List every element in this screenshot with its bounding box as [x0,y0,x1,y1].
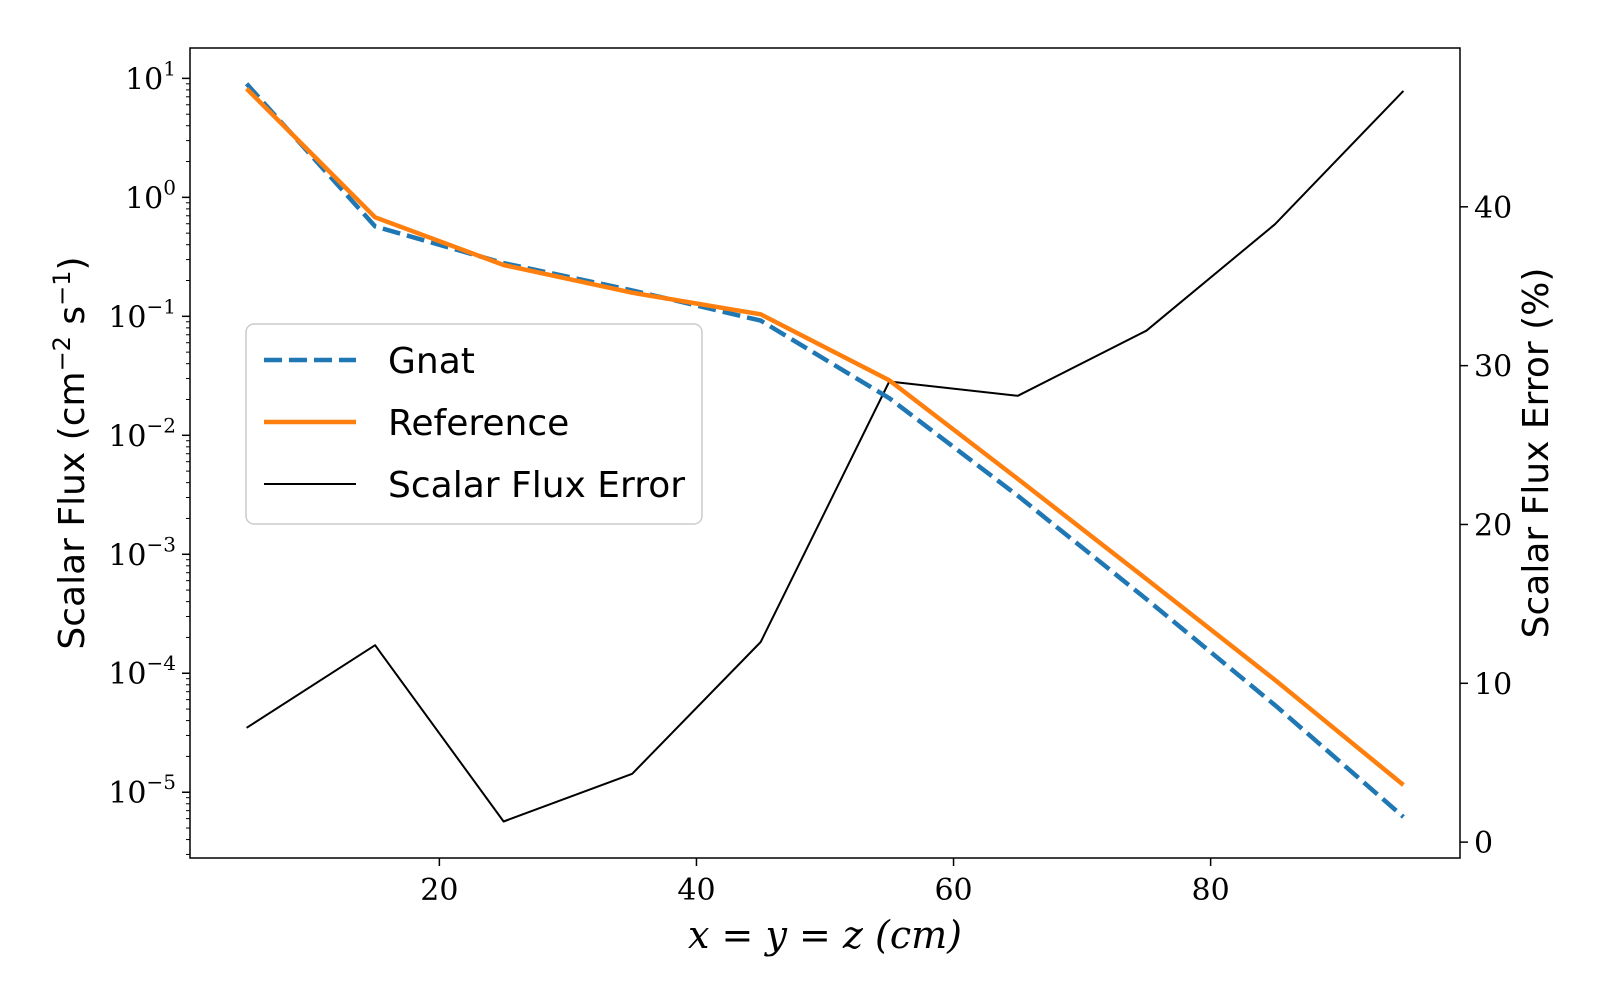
series-line-reference [245,87,1405,787]
legend-box [245,323,703,525]
right-y-axis-ticks: 0 10 20 30 40 [1460,191,1512,861]
left-y-axis-title-exp1: −2 [48,336,76,371]
series-line-gnat [244,82,1405,819]
left-y-tick-label: 10−4 [108,651,176,692]
right-y-tick-label: 40 [1474,191,1512,226]
left-y-tick-label: 100 [125,175,176,216]
right-y-tick-label: 30 [1474,350,1512,385]
legend-label-reference: Reference [388,403,569,444]
left-y-axis-title-exp2: −1 [48,270,76,305]
x-tick-label: 20 [420,873,458,908]
legend-label-gnat: Gnat [388,341,475,382]
x-tick-label: 40 [677,873,715,908]
right-y-tick-label: 10 [1474,667,1512,702]
x-tick-label: 80 [1192,873,1230,908]
right-y-tick-label: 0 [1474,826,1493,861]
left-y-axis-title-end: ) [52,256,93,270]
left-y-axis-title: Scalar Flux (cm−2 s−1) [48,256,93,649]
x-axis-ticks: 20 40 60 80 [420,858,1230,908]
x-axis-title: x = y = z (cm) [688,913,962,957]
legend-label-scalar-flux-error: Scalar Flux Error [388,465,685,506]
right-y-tick-label: 20 [1474,508,1512,543]
left-y-axis-title-mid: s [52,306,93,336]
left-y-tick-label: 10−2 [108,413,176,454]
left-y-tick-label: 10−5 [108,770,176,811]
series-line-scalar-flux-error [246,90,1405,823]
left-y-axis-title-main: Scalar Flux (cm [52,371,93,649]
x-tick-label: 60 [934,873,972,908]
right-y-axis-title: Scalar Flux Error (%) [1516,268,1557,639]
legend: Gnat Reference Scalar Flux Error [245,323,703,525]
left-y-tick-label: 101 [125,56,176,97]
plot-frame [189,47,1461,859]
left-y-axis-ticks: 101 100 10−1 10−2 10−3 10−4 10−5 [108,56,190,855]
left-y-tick-label: 10−1 [108,294,176,335]
left-y-tick-label: 10−3 [108,532,176,573]
series-layer [244,82,1405,823]
